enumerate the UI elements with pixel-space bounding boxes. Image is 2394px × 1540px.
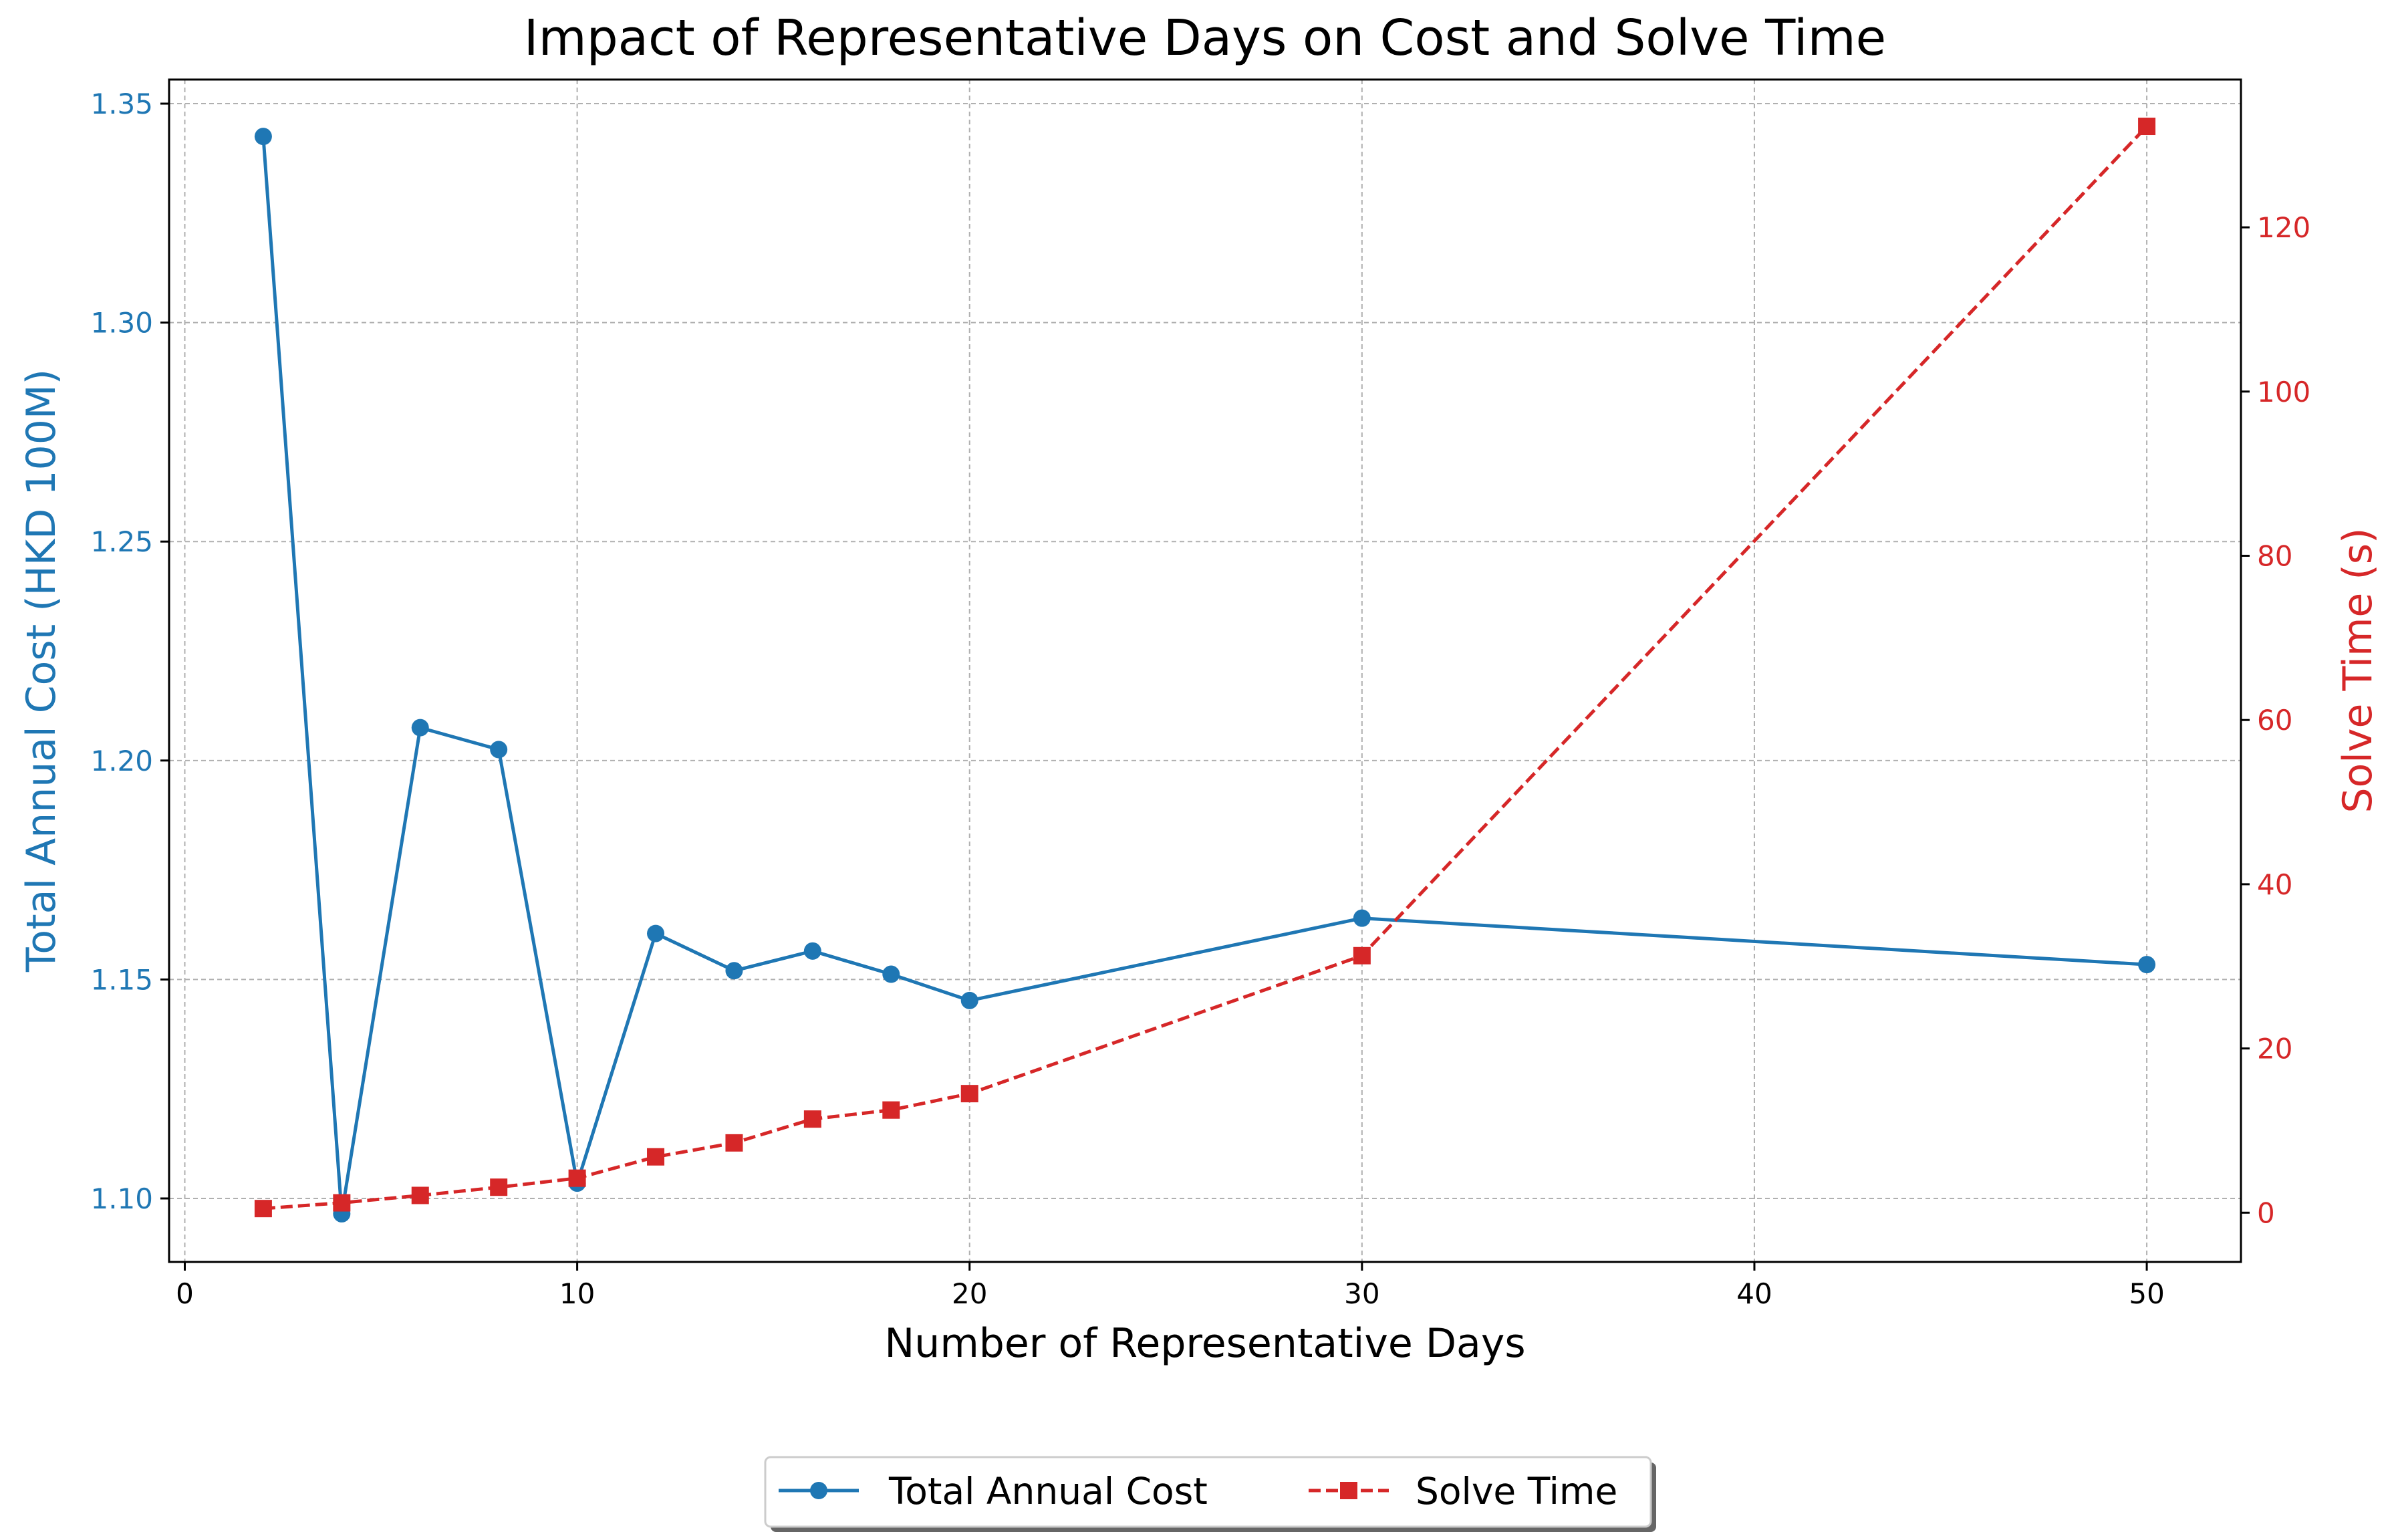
x-tick-label: 40 xyxy=(1736,1277,1772,1310)
time-data-point xyxy=(803,1110,821,1128)
cost-data-point xyxy=(882,965,900,983)
series-line-time xyxy=(263,125,2148,1210)
time-data-point xyxy=(490,1178,508,1196)
time-data-point xyxy=(882,1101,900,1119)
cost-data-point xyxy=(1353,909,1371,927)
time-data-point xyxy=(411,1186,429,1204)
plot-frame xyxy=(168,78,2242,1263)
time-data-point xyxy=(568,1169,586,1187)
cost-data-point xyxy=(411,719,429,737)
right-y-tick-label: 80 xyxy=(2257,540,2292,573)
x-tick-label: 20 xyxy=(952,1277,987,1310)
x-tick-label: 50 xyxy=(2129,1277,2164,1310)
time-data-point xyxy=(725,1134,743,1152)
x-tick-label: 0 xyxy=(176,1277,194,1310)
left-y-tick-label: 1.15 xyxy=(90,963,153,996)
legend-time-marker xyxy=(1340,1482,1357,1499)
cost-data-point xyxy=(647,924,665,942)
cost-data-point xyxy=(803,942,821,960)
left-y-tick-label: 1.20 xyxy=(90,745,153,777)
left-axis-label: Total Annual Cost (HKD 100M) xyxy=(18,369,65,973)
time-data-point xyxy=(1353,946,1371,965)
legend-cost-marker xyxy=(810,1482,827,1499)
right-axis-label: Solve Time (s) xyxy=(2335,528,2381,813)
axis-layer: 0 10 20 30 40 50 1.10 1.15 1.20 1.25 1.30 1.35 0 20 40… xyxy=(90,88,2310,1310)
cost-data-point xyxy=(490,741,508,759)
chart-title: Impact of Representative Days on Cost an… xyxy=(524,9,1886,67)
x-axis-label: Number of Representative Days xyxy=(884,1320,1525,1367)
left-y-tick-label: 1.10 xyxy=(90,1182,153,1215)
right-y-tick-label: 0 xyxy=(2257,1196,2275,1229)
cost-data-point xyxy=(725,962,743,980)
time-data-point xyxy=(254,1200,272,1218)
series-layer xyxy=(254,118,2156,1223)
series-line-cost xyxy=(261,136,2147,1216)
left-y-tick-label: 1.35 xyxy=(90,88,153,120)
legend-box xyxy=(764,1456,1652,1528)
time-data-point xyxy=(2138,118,2156,136)
legend: Total Annual Cost Solve Time xyxy=(764,1456,1656,1532)
cost-data-point xyxy=(254,128,272,146)
right-y-tick-label: 40 xyxy=(2257,868,2292,901)
x-tick-label: 30 xyxy=(1344,1277,1379,1310)
right-y-tick-label: 120 xyxy=(2257,211,2310,244)
legend-time-label: Solve Time xyxy=(1416,1470,1617,1513)
time-data-point xyxy=(647,1148,665,1166)
right-y-tick-label: 100 xyxy=(2257,376,2310,408)
x-tick-label: 10 xyxy=(559,1277,595,1310)
left-y-tick-label: 1.25 xyxy=(90,525,153,558)
left-y-tick-label: 1.30 xyxy=(90,307,153,340)
right-y-tick-label: 60 xyxy=(2257,704,2292,737)
grid-layer xyxy=(169,80,2241,1262)
time-data-point xyxy=(960,1085,978,1103)
cost-data-point xyxy=(960,991,978,1009)
cost-data-point xyxy=(2138,956,2156,974)
right-y-tick-label: 20 xyxy=(2257,1033,2292,1065)
legend-cost-label: Total Annual Cost xyxy=(888,1470,1208,1513)
time-data-point xyxy=(333,1194,351,1212)
